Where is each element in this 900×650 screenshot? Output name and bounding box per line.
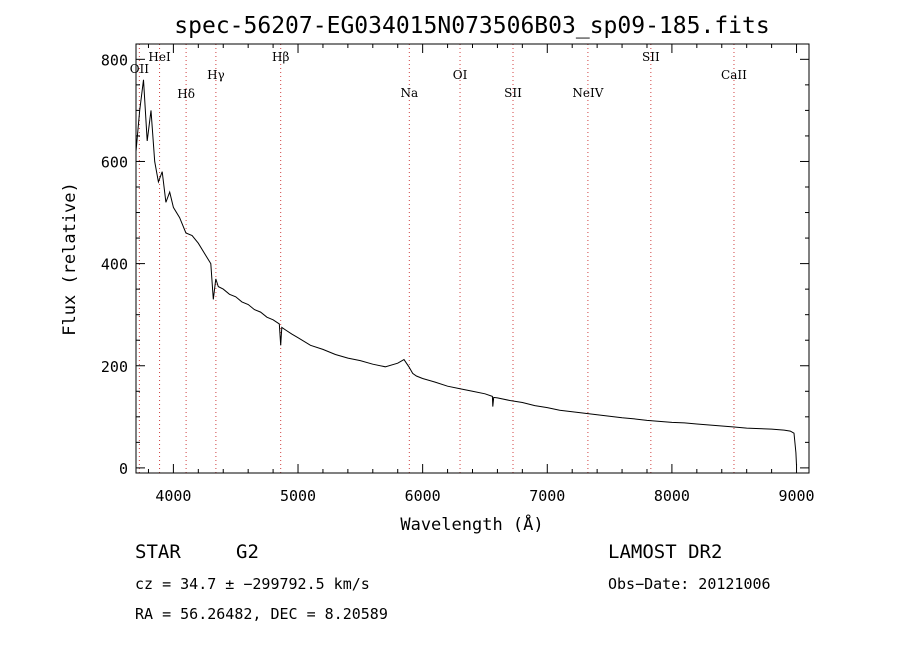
y-tick-label: 0: [119, 460, 128, 478]
y-tick-label: 800: [101, 51, 128, 69]
x-tick-label: 9000: [778, 487, 814, 505]
object-subclass: G2: [236, 541, 259, 563]
y-tick-label: 400: [101, 256, 128, 274]
object-class: STAR: [135, 541, 181, 563]
line-marker-label: SII: [642, 50, 660, 64]
x-tick-label: 7000: [529, 487, 565, 505]
observation-date: Obs−Date: 20121006: [608, 575, 771, 593]
x-tick-label: 8000: [654, 487, 690, 505]
x-tick-label: 5000: [280, 487, 316, 505]
line-marker-label: OII: [130, 62, 150, 76]
line-marker-label: Hγ: [207, 68, 225, 82]
plot-frame: [135, 43, 810, 474]
x-axis: 4000 5000 6000 7000 8000 9000: [147, 44, 815, 505]
line-marker-label: NeIV: [572, 86, 603, 100]
line-marker-label: CaII: [721, 68, 747, 82]
line-marker-label: OI: [453, 68, 468, 82]
line-marker-label: Hδ: [177, 87, 195, 101]
survey-name: LAMOST DR2: [608, 541, 723, 563]
y-axis: 0 200 400 600 800: [101, 51, 809, 478]
line-marker-label: HeI: [148, 50, 171, 64]
y-tick-label: 600: [101, 153, 128, 171]
coordinates-info: RA = 56.26482, DEC = 8.20589: [135, 605, 388, 623]
x-tick-label: 6000: [405, 487, 441, 505]
line-marker-label: Hβ: [272, 50, 289, 64]
y-tick-label: 200: [101, 358, 128, 376]
chart-title: spec-56207-EG034015N073506B03_sp09-185.f…: [174, 13, 769, 39]
y-axis-label: Flux (relative): [60, 182, 80, 336]
spectrum-series-line: [135, 79, 797, 466]
x-tick-label: 4000: [155, 487, 191, 505]
line-marker-label: Na: [400, 86, 418, 100]
x-axis-label: Wavelength (Å): [400, 513, 543, 535]
line-marker-label: SII: [504, 86, 522, 100]
redshift-info: cz = 34.7 ± −299792.5 km/s: [135, 575, 370, 593]
